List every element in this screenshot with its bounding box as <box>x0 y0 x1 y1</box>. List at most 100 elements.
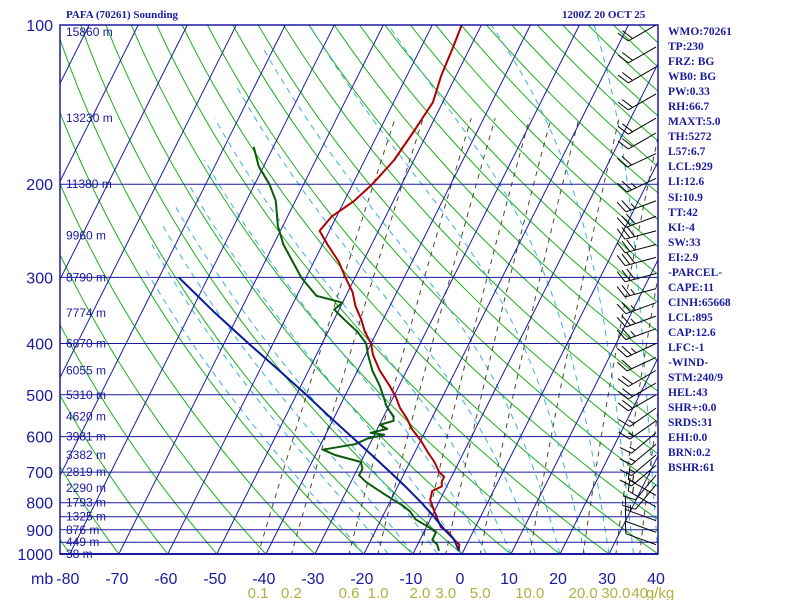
pressure-tick-label: 800 <box>26 496 53 513</box>
pressure-tick-label: 100 <box>26 18 53 35</box>
height-label: 449 m <box>66 535 99 549</box>
index-item: EHI:0.0 <box>668 432 708 445</box>
index-item: MAXT:5.0 <box>668 116 721 129</box>
wind-barb <box>617 153 657 168</box>
index-item: FRZ: BG <box>668 56 715 69</box>
pressure-tick-label: 200 <box>26 177 53 194</box>
temperature-tick-label: -10 <box>399 571 422 588</box>
mixing-ratio-line <box>377 118 496 554</box>
wind-barb <box>617 394 657 412</box>
wind-barb <box>624 508 657 533</box>
index-item: WB0: BG <box>668 71 717 84</box>
index-item: RH:66.7 <box>668 101 710 114</box>
index-item: CAPE:11 <box>668 281 714 294</box>
temperature-profile <box>318 25 463 551</box>
index-item: TP:230 <box>668 41 704 54</box>
moist-adiabat <box>214 117 512 554</box>
isotherm <box>363 25 629 554</box>
index-item: -PARCEL- <box>668 266 723 279</box>
height-label: 2819 m <box>66 465 106 479</box>
wind-barb <box>617 370 657 387</box>
height-label: 3981 m <box>66 430 106 444</box>
wind-barb <box>617 132 657 150</box>
isotherm <box>60 25 139 183</box>
mixing-ratio-label: 30.0 <box>601 585 630 600</box>
pressure-unit-label: mb <box>31 571 53 588</box>
dry-adiabat <box>410 25 658 275</box>
temperature-tick-label: 20 <box>549 571 567 588</box>
pressure-tick-label: 1000 <box>17 547 53 564</box>
index-item: LFC:-1 <box>668 341 705 354</box>
dry-adiabat <box>60 37 414 554</box>
wind-barb <box>619 465 657 487</box>
index-item: HEL:43 <box>668 387 708 400</box>
mixing-ratio-label: 40 <box>631 585 648 600</box>
wind-barb <box>618 420 657 440</box>
mixing-ratio-label: 5.0 <box>470 585 491 600</box>
dry-adiabat <box>435 25 658 248</box>
isotherm <box>510 258 658 554</box>
dry-adiabat <box>60 323 218 554</box>
isotherm <box>314 25 580 554</box>
wind-barb <box>617 46 657 64</box>
height-label: 8790 m <box>66 270 106 284</box>
wind-barb <box>624 496 657 522</box>
height-label: 1325 m <box>66 510 106 524</box>
dry-adiabat <box>359 25 658 333</box>
index-item: CAP:12.6 <box>668 326 716 339</box>
temperature-tick-label: 40 <box>647 571 665 588</box>
index-item: BRN:0.2 <box>668 447 711 460</box>
height-label: 15860 m <box>66 25 113 39</box>
dry-adiabat <box>60 465 120 554</box>
wind-barb <box>616 284 657 298</box>
wind-barb <box>617 343 657 358</box>
mixing-ratio-line <box>582 134 658 554</box>
index-item: LCL:929 <box>668 161 713 174</box>
wind-barb <box>622 474 657 501</box>
height-label: 9960 m <box>66 229 106 243</box>
wind-barb <box>616 213 657 228</box>
isotherm <box>265 25 531 554</box>
temperature-tick-label: -20 <box>350 571 373 588</box>
index-item: -WIND- <box>668 357 709 370</box>
mixing-ratio-label: g/kg <box>646 585 674 600</box>
moist-adiabat <box>261 46 561 554</box>
dry-adiabat <box>232 25 658 487</box>
dry-adiabat <box>308 25 658 392</box>
dry-adiabat <box>333 25 658 362</box>
temperature-tick-label: -40 <box>252 571 275 588</box>
dewpoint-profile <box>252 146 440 552</box>
index-item: CINH:65668 <box>668 296 731 309</box>
height-label: 3382 m <box>66 448 106 462</box>
wind-barb <box>616 225 657 240</box>
wind-barb <box>619 432 657 454</box>
wind-barb <box>617 356 657 372</box>
mixing-ratio-label: 0.6 <box>339 585 360 600</box>
isotherm <box>412 62 658 554</box>
index-item: LCL:895 <box>668 311 713 324</box>
indices-panel: WMO:70261 TP:230 FRZ: BG WB0: BG PW:0.33 RH:6… <box>668 25 798 476</box>
temperature-tick-label: -50 <box>203 571 226 588</box>
wind-barb <box>617 382 657 400</box>
isotherm <box>60 25 286 477</box>
dry-adiabat <box>283 25 658 423</box>
pressure-tick-label: 300 <box>26 270 53 287</box>
pressure-tick-label: 600 <box>26 430 53 447</box>
index-item: SRDS:31 <box>668 417 713 430</box>
isotherm <box>60 25 188 281</box>
dry-adiabat <box>105 25 512 554</box>
pressure-tick-label: 900 <box>26 523 53 540</box>
mixing-ratio-line <box>419 118 531 554</box>
station-title: PAFA (70261) Sounding <box>66 9 179 21</box>
wind-barb <box>616 252 657 267</box>
height-label: 5310 m <box>66 388 106 402</box>
mixing-ratio-label: 0.1 <box>248 585 269 600</box>
mixing-ratio-label: 2.0 <box>409 585 430 600</box>
mixing-ratio-line <box>529 118 620 554</box>
wind-barb <box>617 66 657 84</box>
isotherm <box>608 454 658 554</box>
moist-adiabat <box>174 205 438 554</box>
height-label: 13230 m <box>66 111 113 125</box>
mixing-ratio-label: 20.0 <box>568 585 597 600</box>
wind-barb <box>617 93 657 111</box>
